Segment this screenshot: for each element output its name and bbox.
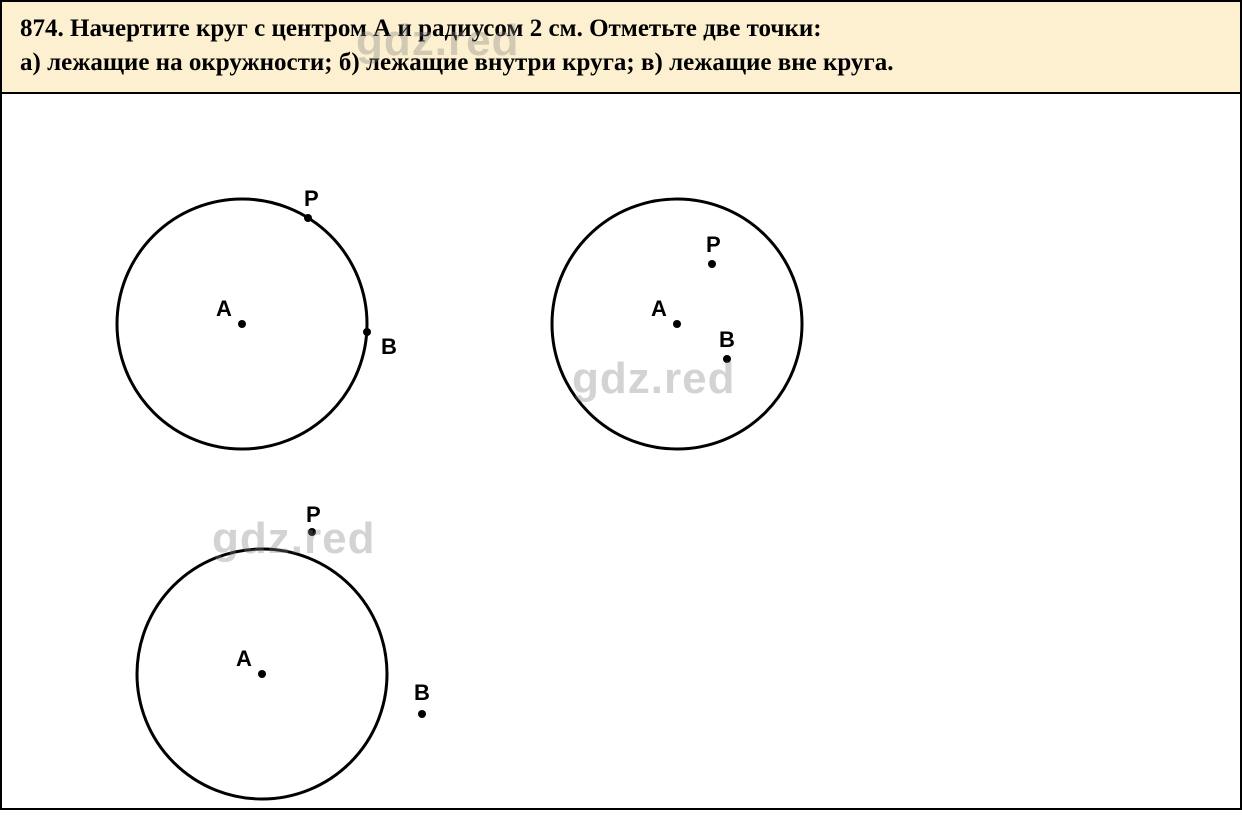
point-dot: [304, 214, 312, 222]
problem-line1: Начертите круг с центром А и радиусом 2 …: [70, 15, 822, 42]
problem-text: 874. Начертите круг с центром А и радиус…: [20, 12, 1222, 80]
point-dot: [708, 260, 716, 268]
page-container: 874. Начертите круг с центром А и радиус…: [0, 0, 1242, 810]
center-point: [238, 320, 246, 328]
center-label: A: [236, 646, 252, 671]
point-label: B: [719, 327, 735, 352]
point-label: P: [304, 186, 319, 211]
center-point: [673, 320, 681, 328]
circle-svg: A P B: [102, 494, 462, 814]
point-label: B: [414, 680, 430, 705]
diagram-b: A P B: [512, 154, 832, 469]
point-dot: [308, 528, 316, 536]
diagram-c: A P B: [102, 494, 462, 819]
center-label: A: [651, 296, 667, 321]
circle-svg: A P B: [92, 154, 412, 464]
problem-header: 874. Начертите круг с центром А и радиус…: [2, 2, 1240, 94]
point-dot: [363, 328, 371, 336]
center-label: A: [216, 296, 232, 321]
center-point: [258, 670, 266, 678]
problem-line2: а) лежащие на окружности; б) лежащие вну…: [20, 49, 894, 76]
point-label: B: [381, 334, 397, 359]
point-dot: [418, 710, 426, 718]
solution-area: APB APB APB gdz.red gdz.red: [2, 94, 1240, 806]
point-dot: [723, 355, 731, 363]
problem-number: 874.: [20, 15, 64, 42]
point-label: P: [706, 232, 721, 257]
diagram-a: A P B: [92, 154, 412, 469]
circle-svg: A P B: [512, 154, 832, 464]
point-label: P: [306, 502, 321, 527]
